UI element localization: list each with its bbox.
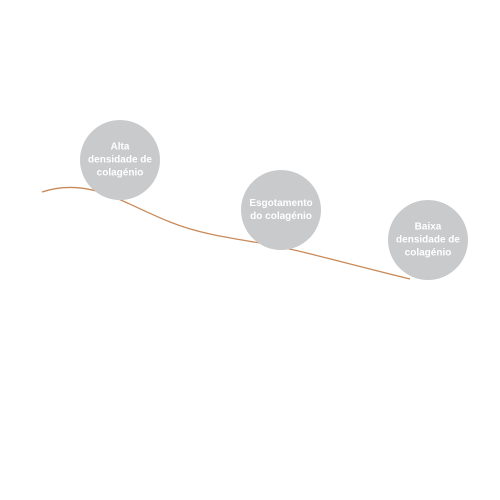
- node: Baixa densidade de colagénio: [388, 200, 468, 280]
- node-label: do colagénio: [250, 211, 312, 222]
- node-circle: [80, 120, 160, 200]
- node-circle: [388, 200, 468, 280]
- node-label: Alta: [111, 142, 130, 153]
- node-label: densidade de: [88, 155, 152, 166]
- node-label: colagénio: [405, 248, 452, 259]
- node-label: Esgotamento: [249, 198, 312, 209]
- nodes: Alta densidade de colagénio Esgotamento do c…: [80, 120, 468, 280]
- node-label: colagénio: [97, 168, 144, 179]
- node: Esgotamento do colagénio: [241, 170, 321, 250]
- curve: [41, 186, 411, 280]
- node-label: Baixa: [415, 222, 442, 233]
- node-label: densidade de: [396, 235, 460, 246]
- node: Alta densidade de colagénio: [80, 120, 160, 200]
- node-circle: [241, 170, 321, 250]
